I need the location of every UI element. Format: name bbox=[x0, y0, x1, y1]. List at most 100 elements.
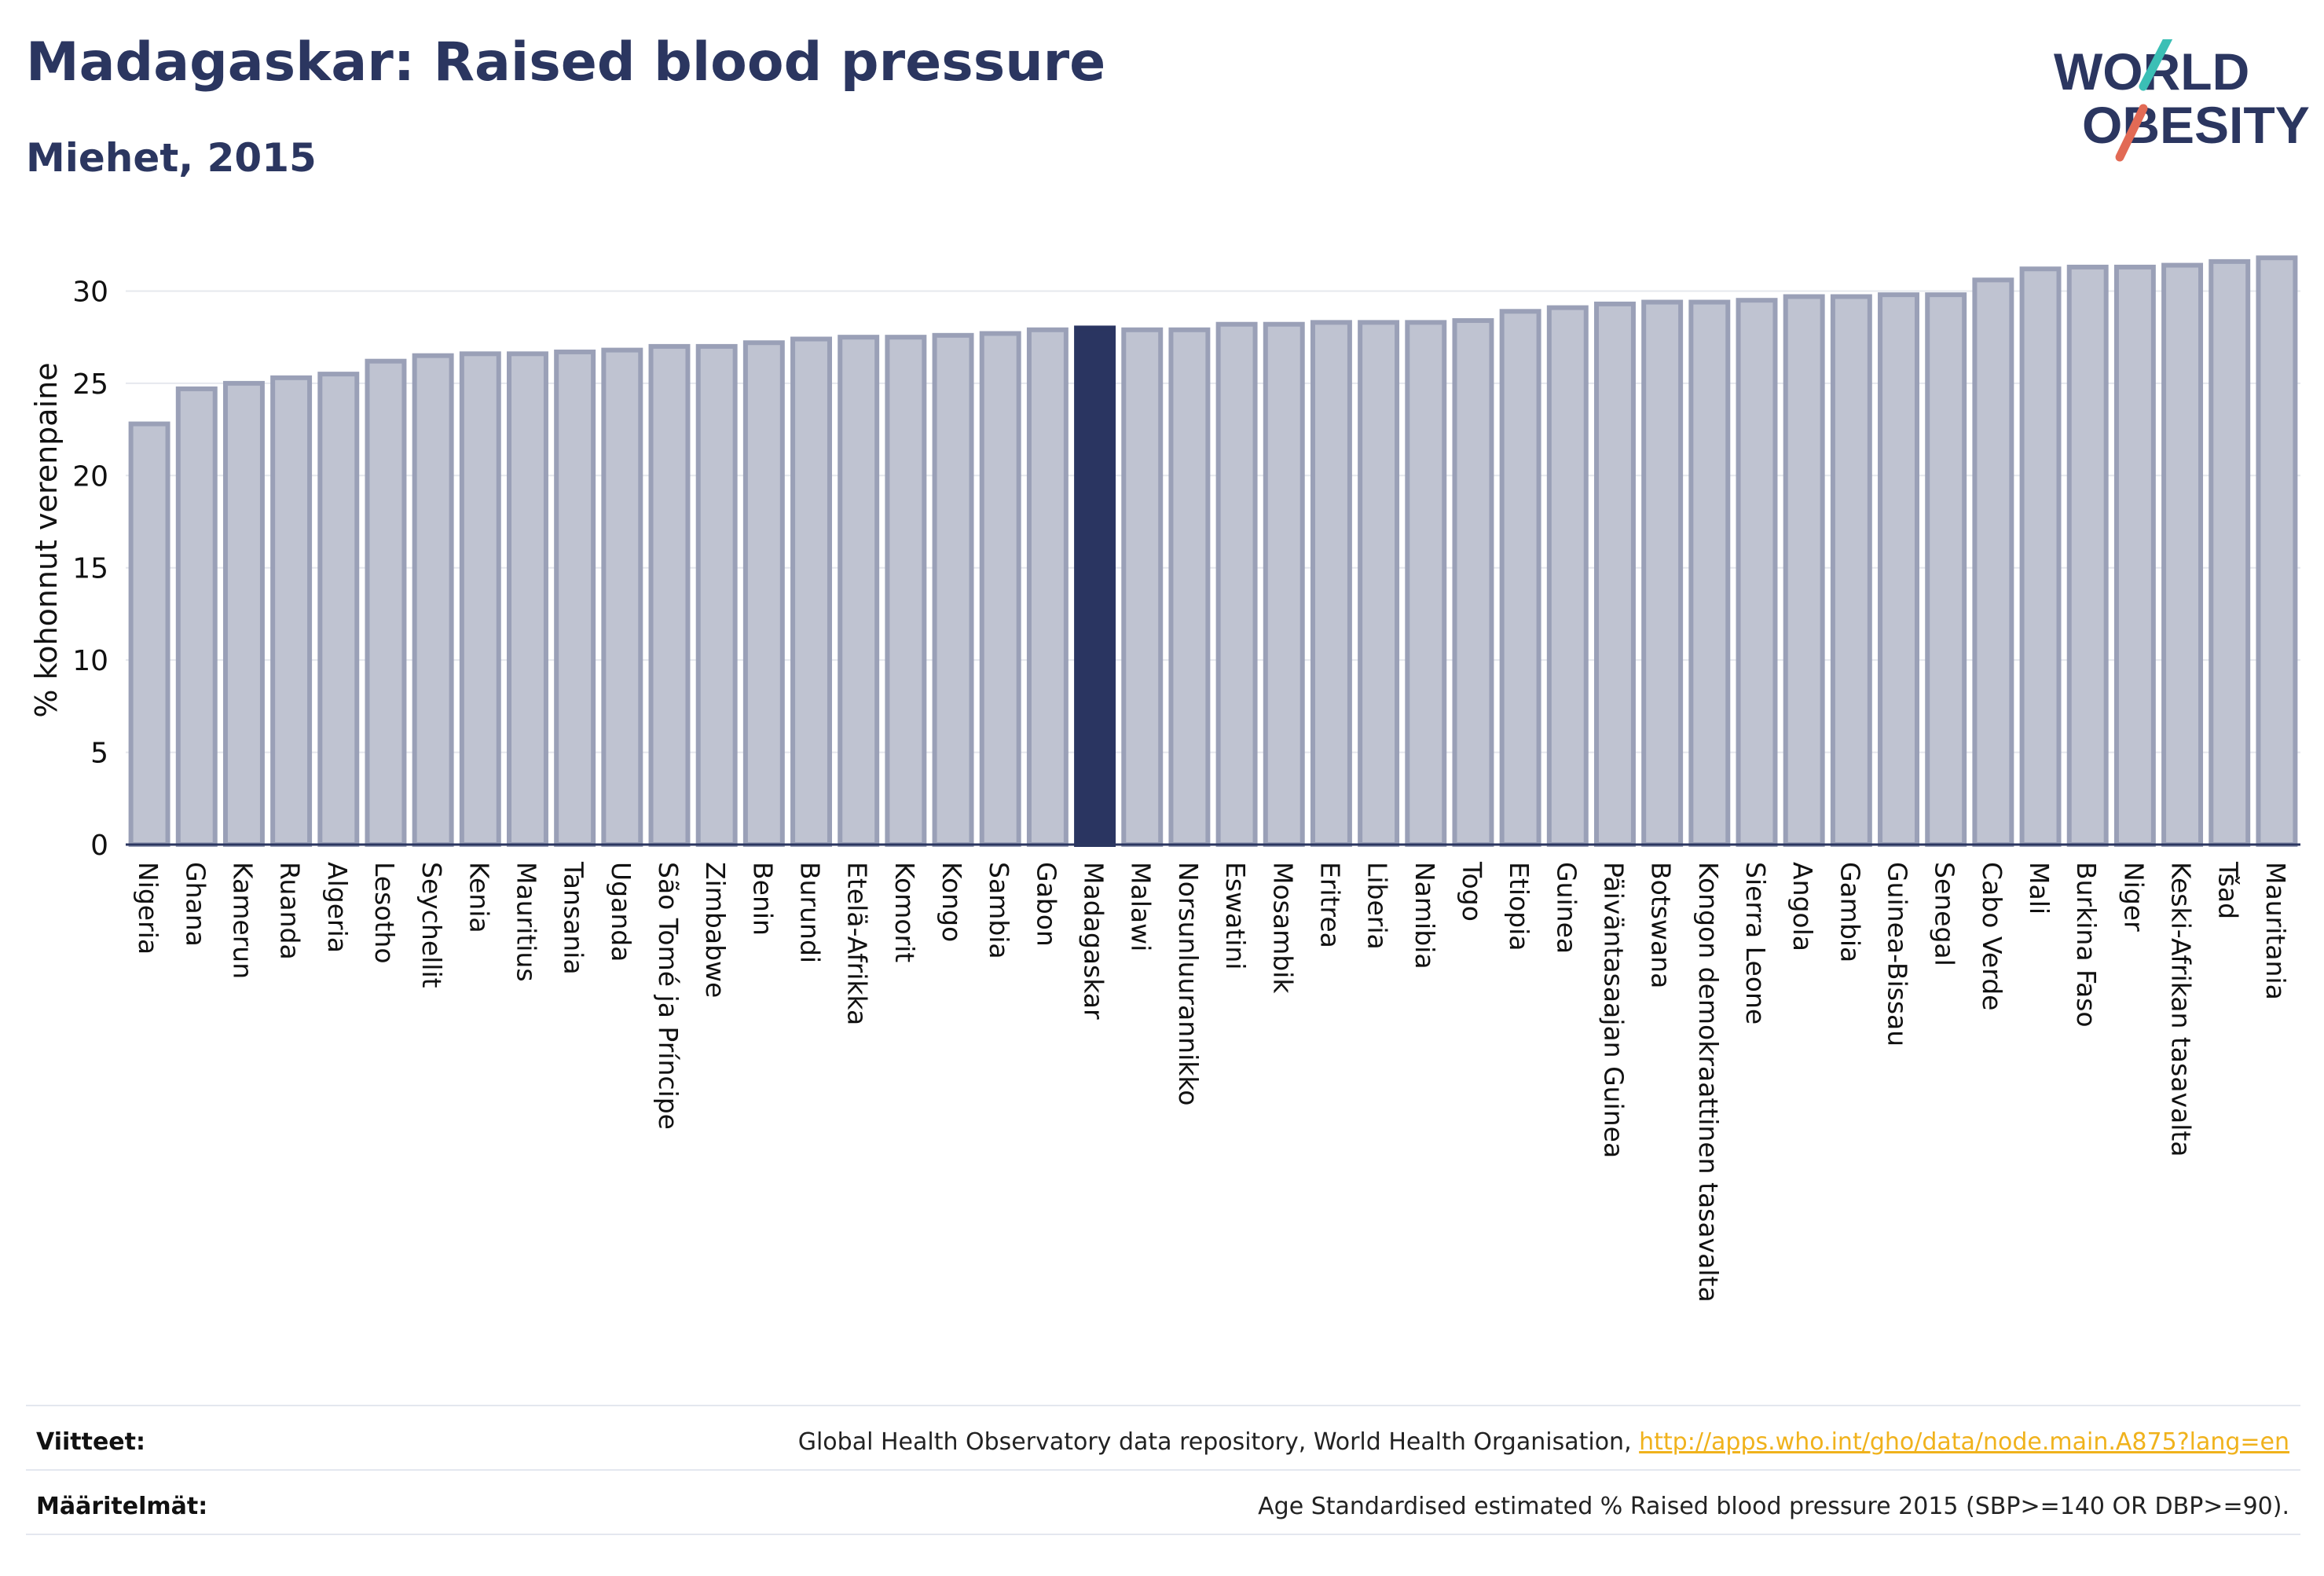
bar bbox=[2209, 258, 2251, 847]
x-tick-label: Nigeria bbox=[133, 862, 163, 955]
bar-highlighted bbox=[1074, 325, 1116, 847]
y-axis-label: % kohonnut verenpaine bbox=[29, 362, 64, 717]
footer-divider-top bbox=[26, 1405, 2300, 1406]
y-tick-label: 15 bbox=[72, 553, 108, 585]
x-tick-label: Etelä-Afrikka bbox=[842, 862, 873, 1025]
x-tick-label: Kamerun bbox=[227, 862, 258, 979]
references-text: Global Health Observatory data repositor… bbox=[798, 1428, 2289, 1456]
bar bbox=[1168, 327, 1211, 848]
x-tick-label: São Tomé ja Príncipe bbox=[653, 862, 684, 1130]
bar bbox=[695, 343, 738, 847]
bar bbox=[1783, 294, 1825, 847]
x-tick-label: Togo bbox=[1457, 861, 1487, 922]
x-tick-label: Guinea-Bissau bbox=[1882, 862, 1913, 1046]
bar bbox=[1736, 298, 1778, 847]
bar bbox=[838, 335, 880, 847]
x-tick-label: Liberia bbox=[1362, 862, 1393, 950]
x-tick-label: Zimbabwe bbox=[700, 862, 731, 998]
x-tick-label: Keski-Afrikan tasavalta bbox=[2166, 862, 2197, 1157]
y-tick-label: 30 bbox=[72, 276, 108, 308]
y-tick-label: 0 bbox=[90, 830, 108, 862]
x-tick-label: Namibia bbox=[1409, 862, 1440, 969]
x-tick-label: Sambia bbox=[984, 862, 1014, 959]
bar bbox=[507, 351, 548, 847]
x-tick-label: Cabo Verde bbox=[1977, 862, 2007, 1010]
bar bbox=[2113, 264, 2156, 847]
bar bbox=[1878, 292, 1919, 848]
x-tick-label: Eritrea bbox=[1314, 862, 1345, 948]
x-tick-label: Kongo bbox=[937, 862, 967, 942]
references-link[interactable]: http://apps.who.int/gho/data/node.main.A… bbox=[1639, 1428, 2289, 1456]
x-tick-label: Uganda bbox=[606, 862, 636, 962]
x-tick-label: Mauritius bbox=[511, 862, 541, 982]
bar bbox=[365, 358, 407, 847]
bar bbox=[2019, 266, 2062, 848]
x-tick-label: Gambia bbox=[1835, 862, 1865, 962]
x-tick-label: Päiväntasaajan Guinea bbox=[1598, 862, 1629, 1158]
bar bbox=[1310, 320, 1352, 847]
x-tick-label: Mauritania bbox=[2260, 862, 2291, 1000]
x-tick-label: Burkina Faso bbox=[2071, 862, 2102, 1028]
bar bbox=[932, 332, 974, 847]
bar bbox=[270, 375, 313, 848]
x-tick-label: Kenia bbox=[464, 862, 494, 933]
bars bbox=[128, 255, 2298, 848]
x-tick-label: Mosambik bbox=[1267, 862, 1298, 994]
y-tick-labels: 0 5 10 15 20 25 30 bbox=[72, 276, 108, 862]
x-tick-label: Eswatini bbox=[1220, 862, 1251, 969]
bar bbox=[601, 347, 643, 847]
bar bbox=[2256, 255, 2298, 847]
bar bbox=[979, 331, 1021, 847]
definitions-text: Age Standardised estimated % Raised bloo… bbox=[1258, 1493, 2289, 1520]
bar bbox=[1263, 321, 1305, 847]
bar bbox=[885, 335, 927, 847]
bar bbox=[1452, 318, 1494, 848]
bar bbox=[459, 351, 501, 847]
x-tick-label: Tšad bbox=[2213, 861, 2244, 919]
bar bbox=[1688, 299, 1731, 847]
chart-subtitle: Miehet, 2015 bbox=[26, 135, 317, 181]
x-tick-label: Madagaskar bbox=[1079, 862, 1109, 1020]
x-tick-label: Benin bbox=[747, 862, 778, 936]
x-tick-label: Ghana bbox=[180, 862, 211, 947]
x-tick-label: Norsunluurannikko bbox=[1173, 862, 1204, 1106]
y-tick-label: 25 bbox=[72, 368, 108, 401]
logo-slash-coral bbox=[2115, 104, 2148, 162]
bar bbox=[648, 343, 691, 847]
bar bbox=[1215, 321, 1258, 847]
definitions-label: Määritelmät: bbox=[36, 1493, 208, 1520]
bar-chart: 0 5 10 15 20 25 30 Nigeria Ghana Kamerun Ruanda Al… bbox=[29, 255, 2300, 1303]
bar bbox=[1405, 320, 1447, 847]
footer-divider-bottom bbox=[26, 1534, 2300, 1535]
x-tick-label: Botswana bbox=[1646, 862, 1677, 988]
x-tick-label: Kongon demokraattinen tasavalta bbox=[1693, 862, 1724, 1303]
bar bbox=[1641, 299, 1684, 847]
bar bbox=[2066, 264, 2109, 847]
bar bbox=[1121, 327, 1164, 848]
bar bbox=[742, 340, 785, 848]
x-tick-label: Burundi bbox=[795, 862, 826, 963]
bar bbox=[175, 386, 218, 847]
bar bbox=[1925, 292, 1967, 848]
bar bbox=[1499, 309, 1541, 847]
x-tick-label: Angola bbox=[1787, 862, 1818, 951]
x-tick-label: Malawi bbox=[1126, 862, 1157, 951]
bar bbox=[128, 421, 170, 847]
bar bbox=[222, 380, 265, 847]
x-tick-label: Mali bbox=[2024, 862, 2055, 914]
bar bbox=[1830, 294, 1872, 847]
logo-line-obesity: OBESITY bbox=[2082, 96, 2310, 154]
x-tick-label: Senegal bbox=[1930, 862, 1960, 966]
x-tick-label: Etiopia bbox=[1504, 862, 1534, 951]
x-tick-label: Lesotho bbox=[369, 862, 400, 964]
bar bbox=[317, 372, 360, 847]
x-tick-label: Gabon bbox=[1031, 862, 1061, 947]
bar bbox=[1026, 327, 1069, 848]
bar bbox=[1546, 305, 1589, 848]
references-source: Global Health Observatory data repositor… bbox=[797, 1428, 1640, 1456]
bar bbox=[554, 349, 596, 848]
x-tick-label: Sierra Leone bbox=[1740, 862, 1771, 1024]
logo-slash-teal bbox=[2139, 39, 2173, 91]
bar bbox=[1972, 277, 2014, 847]
bar bbox=[1594, 301, 1636, 848]
